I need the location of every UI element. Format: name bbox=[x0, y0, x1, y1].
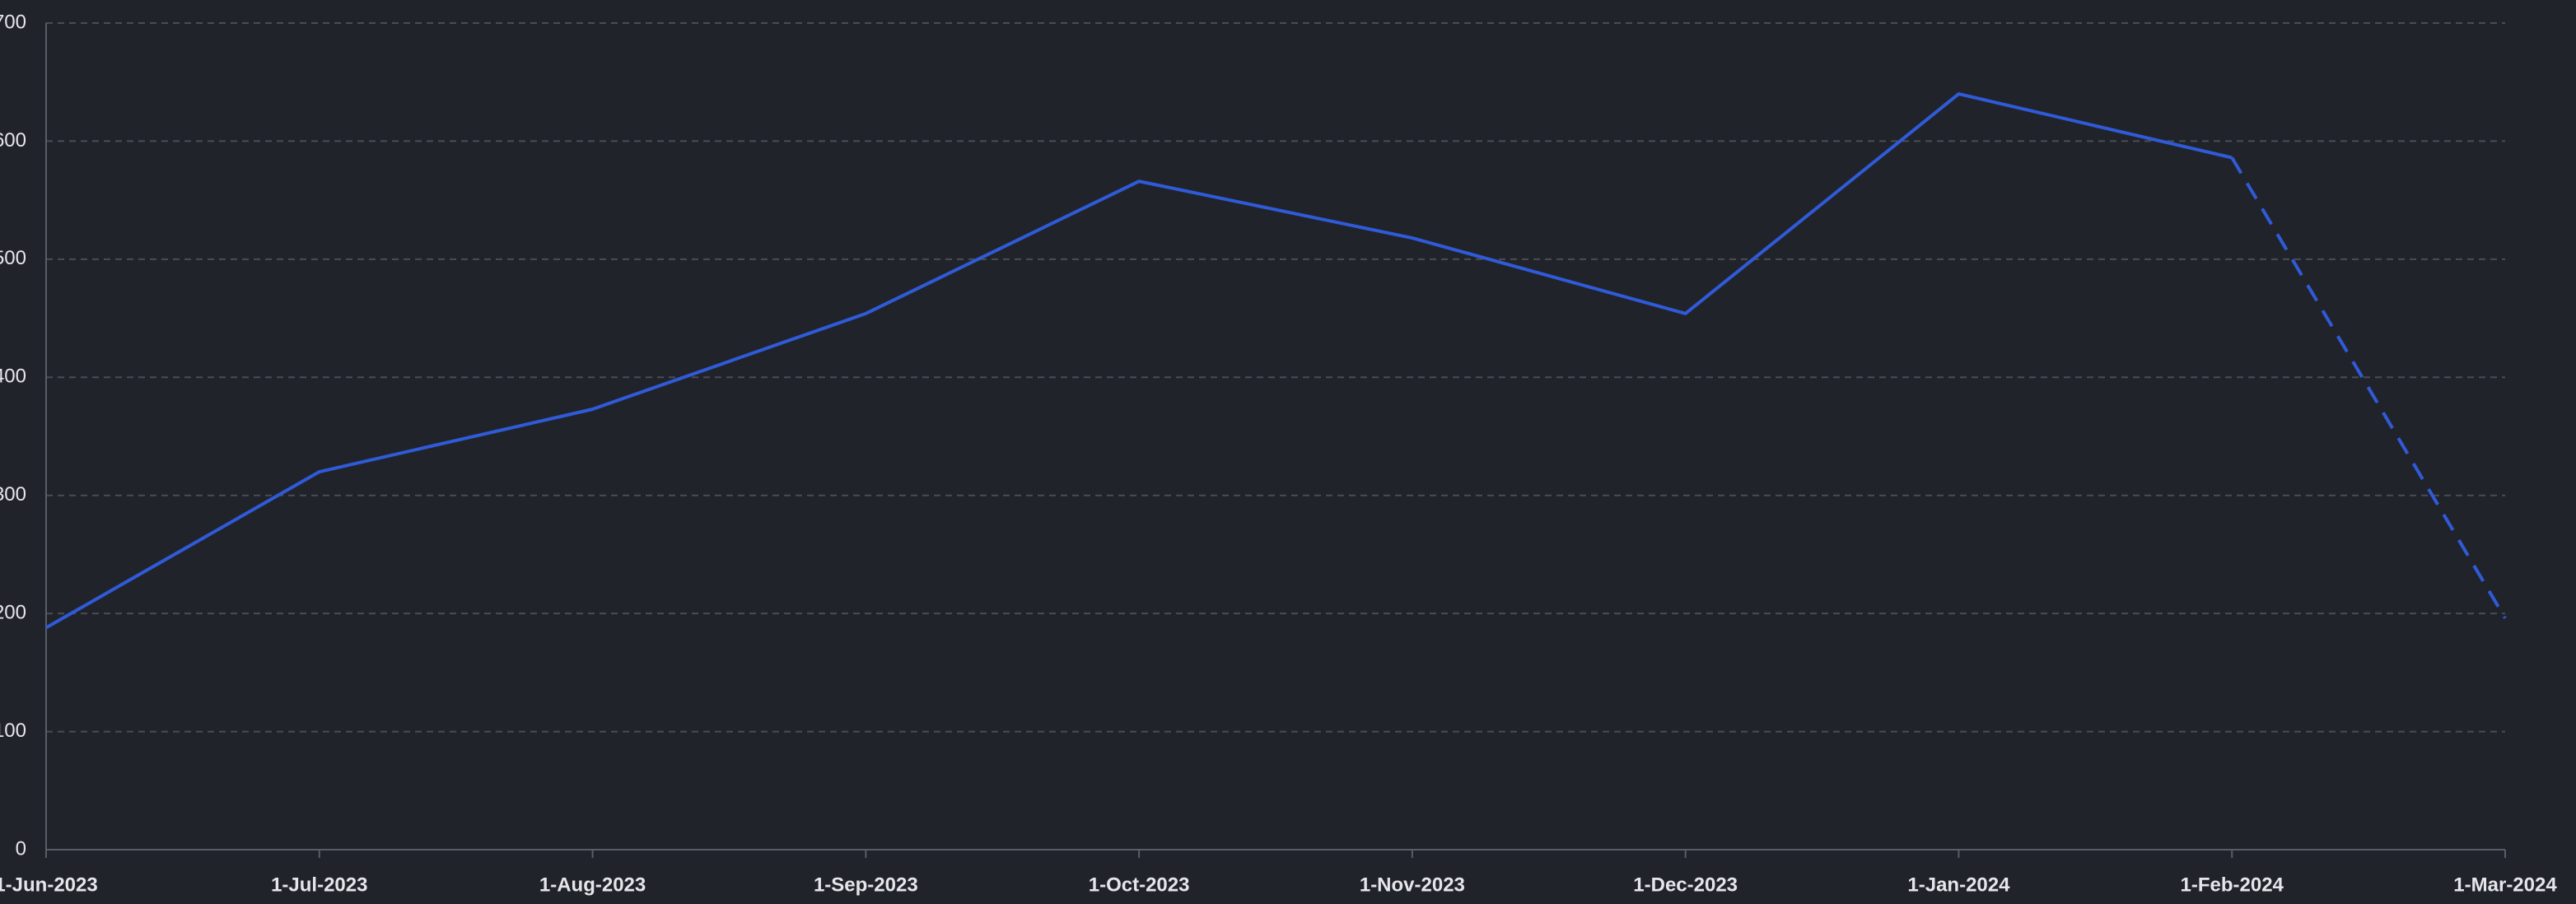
y-tick-label: 300 bbox=[0, 483, 26, 506]
y-tick-label: 100 bbox=[0, 720, 26, 742]
data-line bbox=[45, 92, 2233, 630]
forecast-line bbox=[2230, 156, 2507, 619]
y-tick-label: 700 bbox=[0, 11, 26, 33]
x-tick-label: 1-Dec-2023 bbox=[1633, 874, 1738, 896]
x-tick-label: 1-Feb-2024 bbox=[2181, 874, 2284, 896]
x-tick-label: 1-Oct-2023 bbox=[1089, 874, 1190, 896]
y-tick-label: 0 bbox=[16, 837, 26, 860]
y-tick-label: 600 bbox=[0, 129, 26, 151]
y-tick-label: 400 bbox=[0, 366, 26, 388]
y-tick-label: 500 bbox=[0, 247, 26, 269]
x-tick-label: 1-Sep-2023 bbox=[814, 874, 918, 896]
x-tick-label: 1-Aug-2023 bbox=[539, 874, 646, 896]
x-tick-label: 1-Jul-2023 bbox=[271, 874, 367, 896]
x-tick-label: 1-Nov-2023 bbox=[1360, 874, 1465, 896]
y-tick-label: 200 bbox=[0, 601, 26, 623]
x-tick-label: 1-Mar-2024 bbox=[2453, 874, 2557, 896]
x-tick-label: 1-Jan-2024 bbox=[1907, 874, 2010, 896]
x-tick-label: 1-Jun-2023 bbox=[0, 874, 98, 896]
